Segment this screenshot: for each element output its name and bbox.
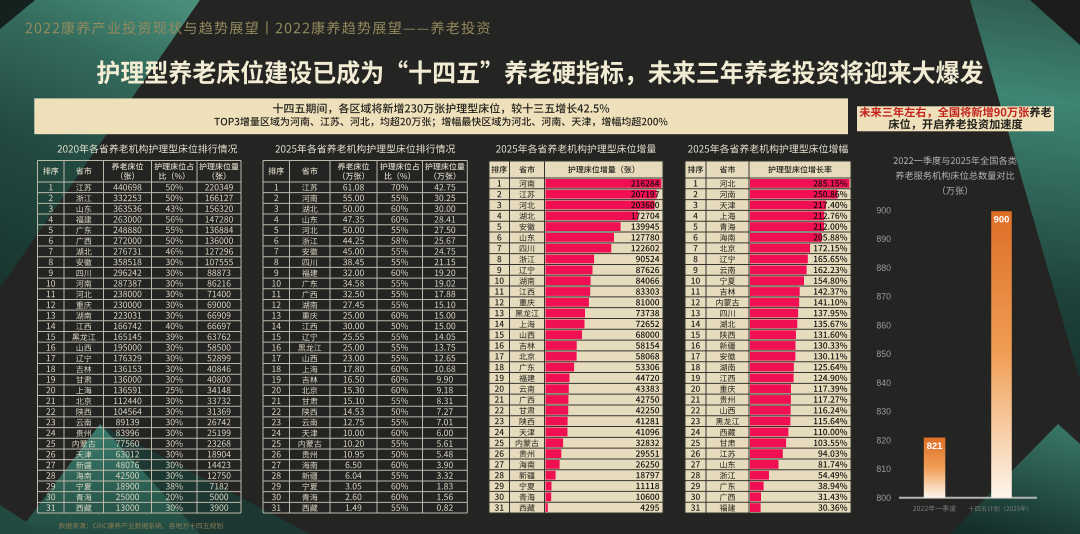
svg-text:900: 900 — [876, 206, 891, 216]
svg-text:870: 870 — [876, 292, 891, 302]
svg-text:800: 800 — [876, 493, 891, 503]
svg-text:850: 850 — [876, 349, 891, 359]
svg-text:830: 830 — [876, 407, 891, 417]
svg-text:860: 860 — [876, 320, 891, 330]
svg-text:840: 840 — [876, 378, 891, 388]
svg-text:890: 890 — [876, 234, 891, 244]
svg-text:900: 900 — [994, 215, 1010, 226]
svg-text:821: 821 — [927, 441, 944, 452]
svg-text:810: 810 — [876, 464, 891, 474]
svg-text:880: 880 — [876, 263, 891, 273]
svg-text:820: 820 — [876, 435, 891, 445]
